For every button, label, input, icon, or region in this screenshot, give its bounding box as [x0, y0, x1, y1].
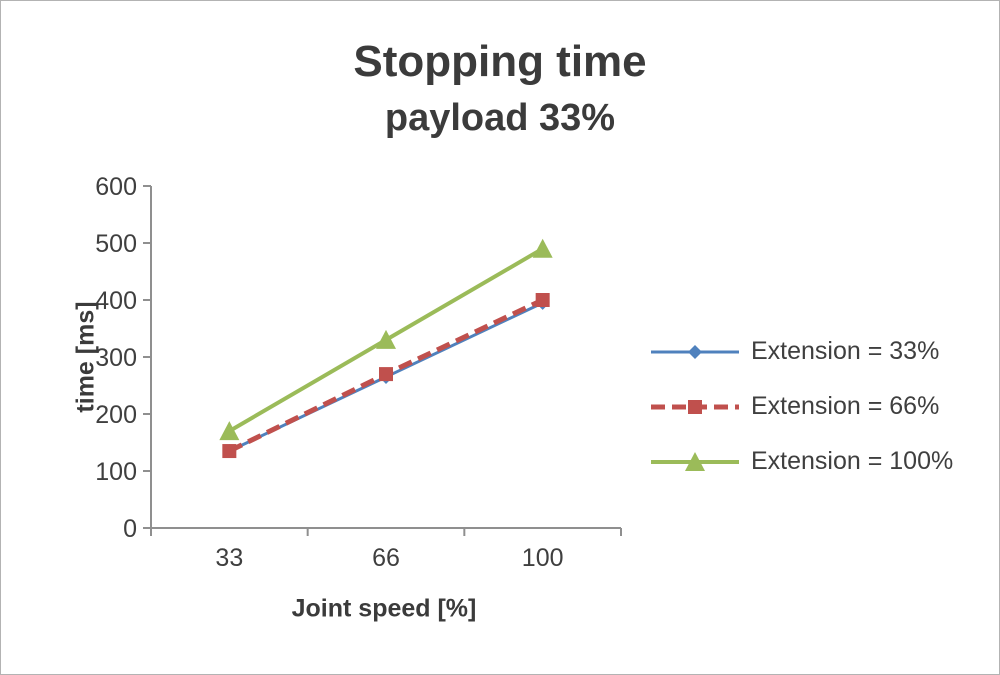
legend-key-1	[651, 399, 739, 414]
x-axis-title: Joint speed [%]	[291, 594, 477, 623]
chart-title: Stopping time	[353, 37, 647, 86]
legend-item: Extension = 100%	[649, 447, 953, 476]
chart-subtitle: payload 33%	[384, 97, 616, 139]
data-point-marker	[688, 344, 702, 359]
x-tick-label: 100	[522, 544, 564, 572]
y-tick-label: 600	[95, 173, 137, 201]
legend-label: Extension = 100%	[751, 447, 954, 475]
y-tick-label: 300	[95, 344, 137, 372]
y-tick-label: 100	[95, 458, 137, 486]
legend-label: Extension = 66%	[751, 392, 940, 420]
legend-key-0	[651, 344, 739, 359]
legend: Extension = 33% Extension = 66% Extension …	[649, 337, 953, 476]
x-tick-label: 33	[215, 544, 243, 572]
legend-item: Extension = 33%	[649, 337, 953, 366]
data-point-marker	[379, 367, 393, 382]
y-tick-label: 200	[95, 401, 137, 429]
y-tick-label: 0	[123, 515, 137, 543]
data-point-marker	[688, 399, 702, 414]
y-tick-label: 500	[95, 230, 137, 258]
y-tick-label: 400	[95, 287, 137, 315]
data-point-marker	[376, 329, 396, 349]
legend-item: Extension = 66%	[649, 392, 953, 421]
data-point-marker	[222, 444, 237, 459]
legend-label: Extension = 33%	[751, 337, 940, 365]
data-point-marker	[532, 238, 553, 258]
data-point-marker	[535, 293, 550, 307]
y-axis-title: time [ms]	[71, 301, 100, 413]
data-point-marker	[685, 451, 705, 471]
data-point-marker	[219, 421, 240, 441]
x-tick-label: 66	[372, 544, 400, 572]
legend-key-2	[651, 451, 739, 471]
axes	[150, 186, 621, 529]
